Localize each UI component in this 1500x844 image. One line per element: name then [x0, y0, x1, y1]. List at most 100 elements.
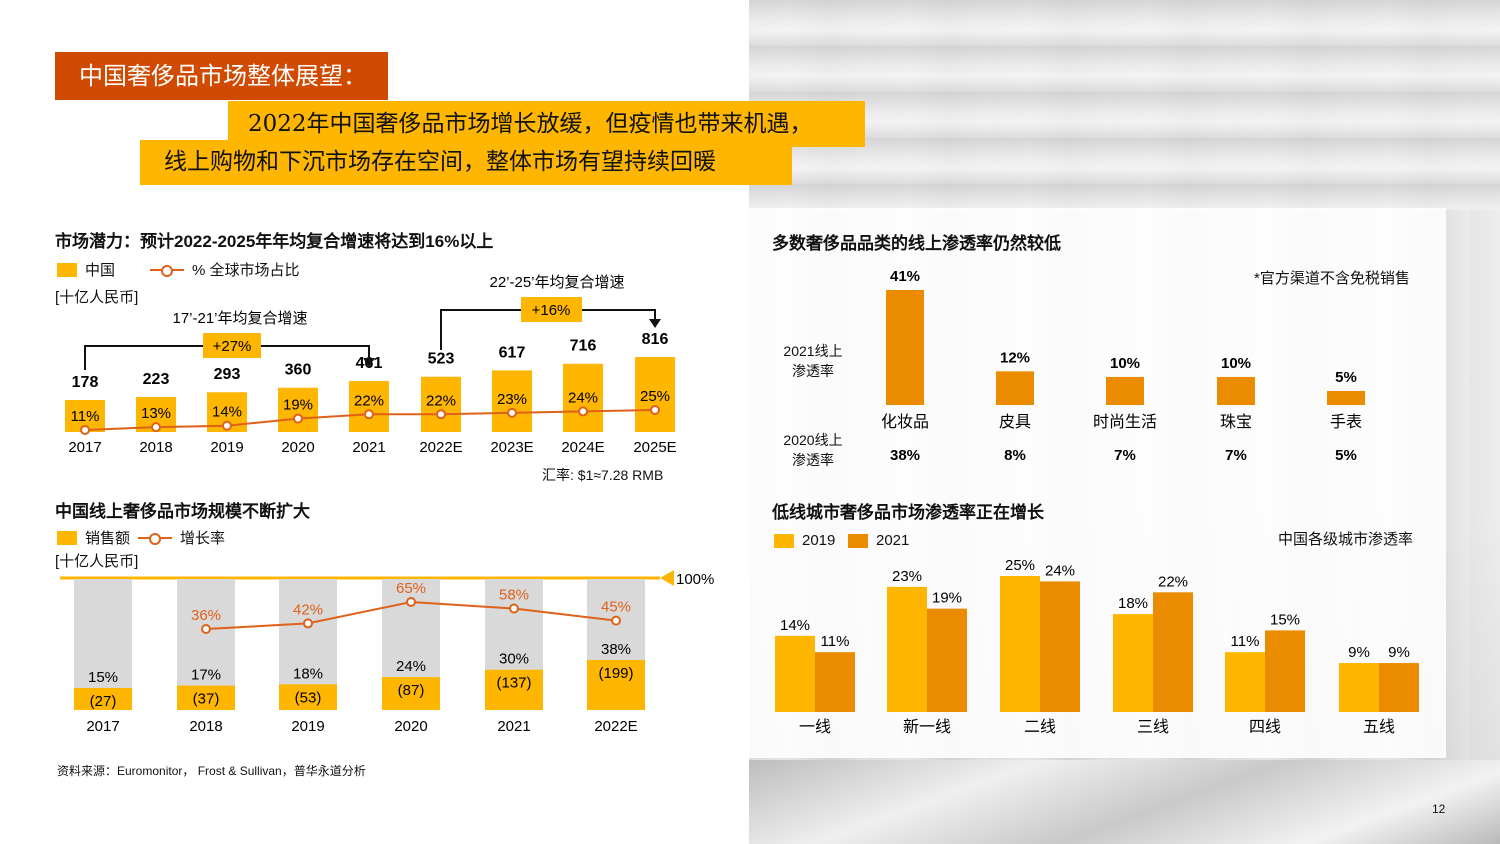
chart1-title: 市场潜力：预计2022-2025年年均复合增速将达到16%以上 — [55, 232, 494, 251]
x-tick-label: 2020 — [394, 718, 427, 735]
bar-value-label: 14% — [780, 617, 810, 634]
sales-label: (199) — [598, 665, 633, 682]
bar-value-label: 11% — [821, 633, 850, 650]
share-point — [507, 407, 517, 418]
growth-label: 42% — [293, 601, 323, 618]
x-tick-label: 2022E — [419, 439, 462, 456]
category-label: 三线 — [1137, 718, 1169, 736]
bar-value-label: 22% — [1158, 573, 1188, 590]
x-tick-label: 2018 — [139, 439, 172, 456]
cagr-box-1 — [203, 333, 261, 358]
category-label: 二线 — [1024, 718, 1056, 736]
chart4-legend-2019: 2019 — [774, 532, 835, 549]
headline-line-2: 线上购物和下沉市场存在空间，整体市场有望持续回暖 — [140, 140, 792, 185]
growth-label: 36% — [191, 607, 221, 624]
x-tick-label: 2017 — [86, 718, 119, 735]
bar-2019 — [1000, 576, 1040, 712]
x-tick-label: 2019 — [210, 439, 243, 456]
chart4-title: 低线城市奢侈品市场渗透率正在增长 — [772, 503, 1044, 522]
chart3-title: 多数奢侈品品类的线上渗透率仍然较低 — [772, 234, 1061, 253]
bar-value-label: 716 — [570, 338, 597, 355]
chart4-legend-2021: 2021 — [848, 532, 909, 549]
section-tag: 中国奢侈品市场整体展望： — [55, 52, 388, 100]
share-label: 11% — [71, 408, 100, 425]
legend-label: 增长率 — [180, 530, 226, 547]
legend-swatch-orange — [848, 533, 868, 548]
bar-2019 — [775, 635, 815, 712]
share-point — [151, 422, 161, 433]
growth-label: 58% — [499, 587, 529, 604]
chart4-svg: 14% 11% 一线 23% 19% 新一线 25% 24% 二线 18% 22% 三线 11% 15% 四… — [775, 557, 1419, 736]
share-point — [80, 425, 90, 435]
share-label: 22% — [426, 392, 456, 409]
bar-value-label: 15% — [1270, 611, 1300, 628]
category-label: 手表 — [1330, 413, 1362, 431]
share-label: 22% — [354, 392, 384, 409]
bar-2019 — [887, 586, 927, 712]
sales-label: (137) — [496, 675, 531, 692]
x-tick-label: 2021 — [352, 439, 385, 456]
arrow-head — [363, 358, 375, 367]
chart3-note: *官方渠道不含免税销售 — [1254, 270, 1410, 287]
growth-point — [611, 615, 621, 626]
value-2020-label: 7% — [1114, 447, 1136, 464]
value-2021-label: 10% — [1110, 355, 1140, 372]
category-label: 时尚生活 — [1093, 413, 1157, 431]
share-point — [222, 420, 232, 431]
value-2021-label: 12% — [1000, 349, 1030, 366]
share-label: 23% — [497, 391, 527, 408]
chart2-legend-bar: 销售额 — [57, 527, 130, 548]
share-point — [650, 405, 660, 415]
bar-value-label: 617 — [499, 344, 526, 361]
source-note: 资料来源：Euromonitor， Frost & Sullivan，普华永道分… — [57, 764, 366, 778]
legend-swatch-yellow — [57, 262, 77, 277]
legend-line-icon — [150, 263, 184, 277]
share-label: 19% — [283, 397, 313, 414]
sales-label: (37) — [193, 691, 220, 708]
bar-2021 — [927, 608, 967, 712]
share-point — [578, 406, 588, 417]
online-share-label: 24% — [396, 658, 426, 675]
chart3-svg: 41% 化妆品 38% 12% 皮具 8% 10% 时尚生活 7% 10% 珠宝 7% 5% 手表 5% — [881, 268, 1365, 464]
bar-online — [587, 660, 645, 710]
growth-label: 65% — [396, 580, 426, 597]
legend-swatch-yellow — [57, 530, 77, 545]
category-label: 皮具 — [999, 413, 1031, 431]
bar-value-label: 25% — [1005, 557, 1035, 574]
bar-2021 — [1153, 592, 1193, 712]
share-label: 13% — [141, 405, 171, 422]
bar-value-label: 19% — [932, 590, 962, 607]
bar-2021 — [1379, 663, 1419, 712]
bar-value-label: 178 — [72, 374, 99, 391]
category-label: 一线 — [799, 718, 831, 736]
bar-china — [421, 376, 461, 432]
bar-china — [492, 370, 532, 432]
bar-value-label: 18% — [1118, 595, 1148, 612]
bar-china — [635, 357, 675, 432]
chart1-fx-note: 汇率: $1≈7.28 RMB — [542, 467, 664, 483]
chart1-legend-line: % 全球市场占比 — [150, 259, 300, 280]
category-label: 珠宝 — [1220, 413, 1252, 431]
bar-2021 — [1265, 630, 1305, 712]
share-point — [436, 409, 446, 420]
share-label: 14% — [212, 404, 242, 421]
bar-2019 — [1113, 614, 1153, 712]
full-label: 100% — [676, 571, 714, 588]
cagr-value-1: +27% — [213, 338, 252, 355]
bar-online — [177, 685, 235, 710]
category-label: 新一线 — [903, 718, 951, 736]
chart1-svg: 1782017223201829320193602020461202152320… — [65, 273, 677, 456]
x-tick-label: 2024E — [561, 439, 604, 456]
x-tick-label: 2018 — [189, 718, 222, 735]
bar-china — [349, 380, 389, 432]
penetration-bar — [1217, 376, 1255, 405]
penetration-bar — [1327, 390, 1365, 405]
bar-online — [382, 677, 440, 710]
x-tick-label: 2017 — [68, 439, 101, 456]
growth-point — [303, 618, 313, 629]
category-label: 化妆品 — [881, 413, 929, 431]
sales-label: (87) — [398, 682, 425, 699]
value-2020-label: 5% — [1335, 447, 1357, 464]
growth-point — [201, 624, 211, 634]
online-share-label: 18% — [293, 665, 323, 682]
